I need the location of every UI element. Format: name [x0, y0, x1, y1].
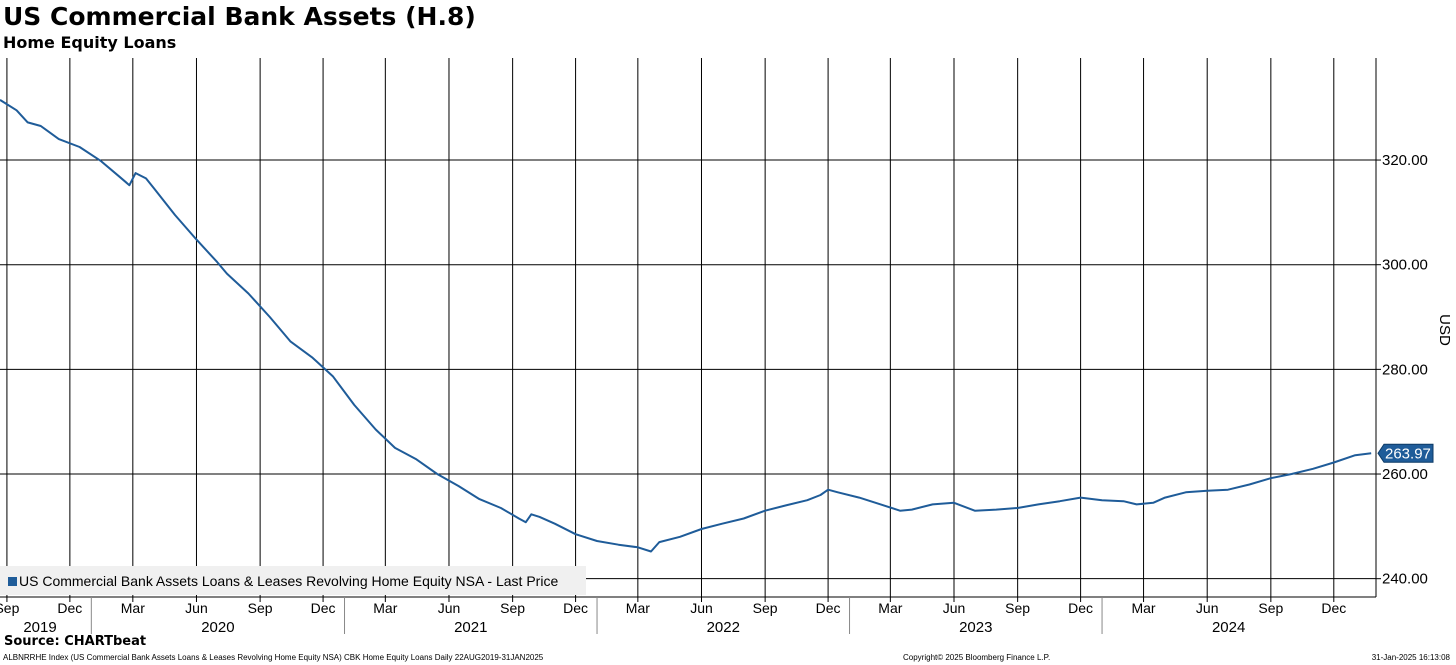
x-tick-label: Dec — [311, 600, 336, 616]
x-tick-label: Mar — [1131, 600, 1155, 616]
last-price-badge: 263.97 — [1377, 443, 1434, 463]
x-year-label: 2019 — [23, 619, 56, 636]
y-tick-label: 300.00 — [1382, 257, 1428, 274]
x-year-label: 2020 — [201, 619, 234, 636]
x-tick-label: Dec — [1068, 600, 1093, 616]
footer-copyright: Copyright© 2025 Bloomberg Finance L.P. — [903, 653, 1051, 662]
x-tick-label: Sep — [0, 600, 20, 616]
y-tick-label: 240.00 — [1382, 571, 1428, 588]
legend-background — [0, 566, 586, 595]
x-tick-label: Sep — [753, 600, 778, 616]
x-year-label: 2023 — [959, 619, 992, 636]
legend-swatch — [8, 577, 17, 586]
x-tick-label: Jun — [1196, 600, 1219, 616]
chart-subtitle: Home Equity Loans — [3, 33, 177, 52]
x-tick-label: Mar — [626, 600, 650, 616]
plot-frame — [0, 58, 1377, 598]
x-tick-label: Jun — [185, 600, 208, 616]
x-tick-label: Dec — [57, 600, 82, 616]
x-tick-label: Dec — [1321, 600, 1346, 616]
chart-title: US Commercial Bank Assets (H.8) — [3, 2, 476, 31]
x-tick-label: Jun — [943, 600, 966, 616]
x-tick-label: Dec — [563, 600, 588, 616]
last-price-label: 263.97 — [1385, 446, 1431, 463]
x-tick-label: Sep — [1258, 600, 1283, 616]
legend: US Commercial Bank Assets Loans & Leases… — [0, 566, 586, 595]
x-tick-label: Mar — [373, 600, 397, 616]
y-tick-label: 320.00 — [1382, 152, 1428, 169]
footer-timestamp: 31-Jan-2025 16:13:08 — [1371, 653, 1450, 662]
source-note: Source: CHARTbeat — [4, 634, 147, 649]
x-tick-label: Sep — [1005, 600, 1030, 616]
last-price-badge-shape — [1377, 443, 1434, 463]
y-tick-label: 280.00 — [1382, 361, 1428, 378]
x-year-label: 2022 — [707, 619, 740, 636]
vertical-gridlines — [6, 58, 1335, 597]
series-line — [0, 99, 1372, 553]
x-tick-label: Dec — [816, 600, 841, 616]
x-year-label: 2021 — [454, 619, 487, 636]
y-axis: 240.00 260.00 280.00 300.00 320.00 — [1376, 152, 1428, 588]
x-tick-label: Sep — [248, 600, 273, 616]
footer-index-description: ALBNRRHE Index (US Commercial Bank Asset… — [3, 653, 544, 662]
legend-label: US Commercial Bank Assets Loans & Leases… — [19, 573, 558, 589]
x-tick-label: Jun — [438, 600, 461, 616]
horizontal-gridlines — [0, 159, 1376, 580]
y-axis-label: USD — [1436, 314, 1453, 346]
x-tick-label: Sep — [500, 600, 525, 616]
y-tick-label: 260.00 — [1382, 466, 1428, 483]
x-tick-label: Mar — [121, 600, 145, 616]
x-year-label: 2024 — [1212, 619, 1245, 636]
series-layer — [0, 99, 1372, 553]
x-tick-label: Jun — [690, 600, 713, 616]
x-tick-label: Mar — [878, 600, 902, 616]
x-axis: Sep Dec Mar Jun Sep Dec Mar Jun Sep Dec Mar Jun Sep D… — [0, 597, 1346, 636]
